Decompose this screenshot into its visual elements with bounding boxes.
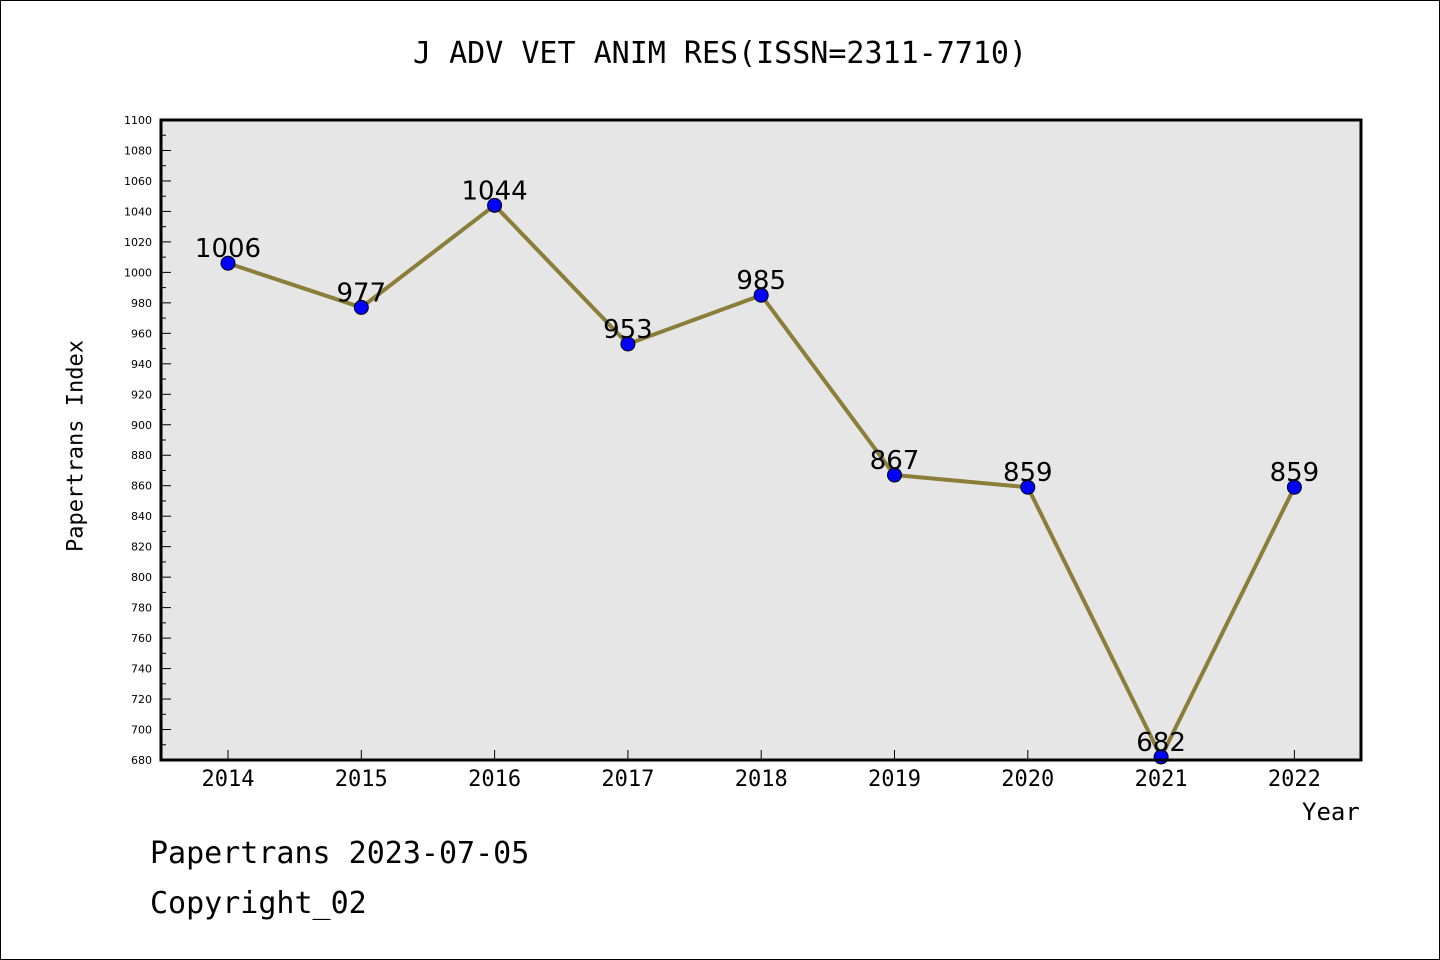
data-point: [487, 197, 503, 213]
y-tick-label: 1040: [124, 205, 152, 218]
x-axis-ticks: 2014 2015 2016 2017 2018 2019 2020 2021 2022: [202, 750, 1321, 792]
data-label: 985: [736, 266, 786, 296]
y-tick-label: 900: [131, 419, 152, 432]
data-point: [1020, 479, 1036, 495]
y-tick-label: 840: [131, 510, 152, 523]
chart-title: J ADV VET ANIM RES(ISSN=2311-7710): [412, 36, 1028, 71]
x-tick-label: 2022: [1268, 767, 1321, 792]
footer-date: Papertrans 2023-07-05: [150, 836, 530, 871]
x-tick-label: 2015: [335, 767, 388, 792]
y-tick-label: 720: [131, 693, 152, 706]
x-axis-label: Year: [1302, 798, 1360, 826]
data-label: 859: [1003, 458, 1053, 488]
y-tick-label: 860: [131, 480, 152, 493]
x-tick-label: 2020: [1001, 767, 1054, 792]
y-tick-label: 680: [131, 754, 152, 767]
data-label: 682: [1136, 728, 1186, 758]
data-label: 977: [336, 278, 386, 308]
data-label: 1044: [462, 176, 528, 206]
data-point: [220, 255, 236, 271]
y-tick-label: 920: [131, 388, 152, 401]
data-point: [887, 467, 902, 483]
x-tick-label: 2019: [868, 767, 921, 792]
y-tick-label: 1020: [124, 236, 152, 249]
data-point: [620, 336, 636, 352]
y-tick-label: 1080: [124, 144, 152, 157]
data-label: 867: [870, 446, 920, 476]
y-tick-label: 960: [131, 327, 152, 340]
x-tick-label: 2014: [202, 767, 255, 792]
data-point: [753, 287, 769, 303]
x-tick-label: 2021: [1135, 767, 1188, 792]
x-tick-label: 2017: [601, 767, 654, 792]
y-tick-label: 880: [131, 449, 152, 462]
y-tick-label: 780: [131, 602, 152, 615]
y-tick-label: 760: [131, 632, 152, 645]
plot-area: [161, 120, 1361, 760]
y-axis-label: Papertrans Index: [63, 340, 89, 552]
y-tick-label: 700: [131, 724, 152, 737]
y-tick-label: 1100: [124, 114, 152, 127]
data-label: 1006: [195, 234, 261, 264]
footer-copyright: Copyright_02: [150, 886, 367, 921]
y-tick-label: 980: [131, 297, 152, 310]
plot-border: [159, 118, 1363, 762]
y-axis-ticks: 680 700 720 740 760 780 800 820 840 860 880 900 920 9…: [124, 114, 171, 767]
data-labels: 1006 977 1044 953 985 867 859 682 859: [195, 176, 1319, 758]
x-tick-label: 2018: [735, 767, 788, 792]
y-tick-label: 1060: [124, 175, 152, 188]
y-tick-label: 800: [131, 571, 152, 584]
y-tick-label: 820: [131, 541, 152, 554]
data-label: 953: [603, 315, 653, 345]
y-tick-label: 740: [131, 663, 152, 676]
y-tick-label: 940: [131, 358, 152, 371]
x-tick-label: 2016: [468, 767, 521, 792]
y-tick-label: 1000: [124, 266, 152, 279]
data-point: [353, 299, 369, 315]
data-label: 859: [1270, 458, 1320, 488]
data-point: [1286, 479, 1302, 495]
